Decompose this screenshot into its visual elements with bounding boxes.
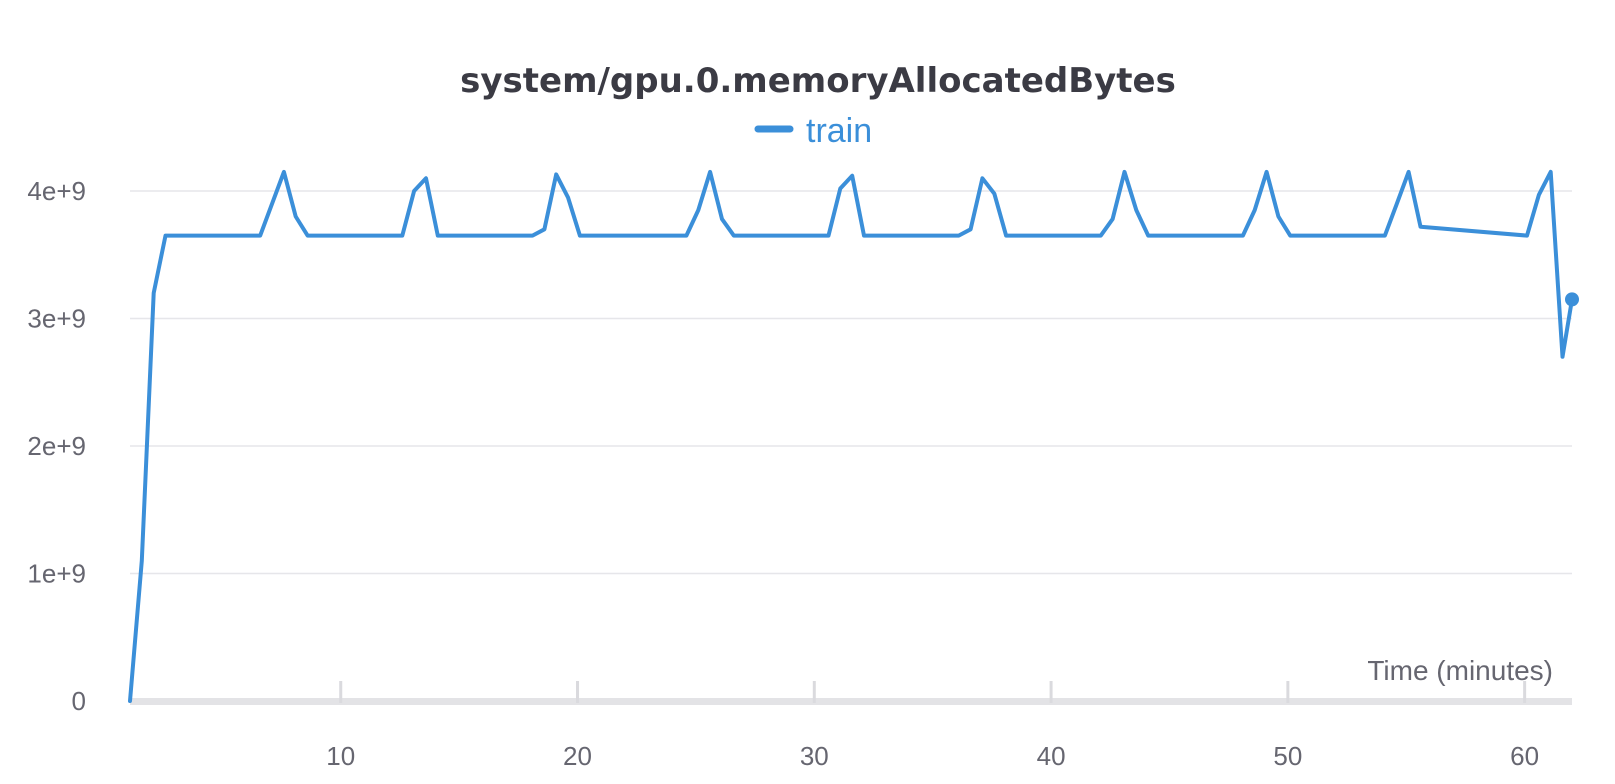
chart-title: system/gpu.0.memoryAllocatedBytes — [460, 61, 1176, 101]
x-tick-label: 60 — [1510, 741, 1539, 771]
plot-area[interactable] — [128, 169, 1579, 703]
series-line-train[interactable] — [128, 169, 1574, 703]
x-tick-label: 40 — [1037, 741, 1066, 771]
y-tick-label: 2e+9 — [27, 431, 86, 461]
x-axis-line — [130, 698, 1572, 705]
x-tick-label: 20 — [563, 741, 592, 771]
y-tick-label: 1e+9 — [27, 559, 86, 589]
series-endpoint-marker[interactable] — [1565, 292, 1579, 307]
x-axis: 10 20 30 40 50 60 — [326, 681, 1539, 771]
y-tick-label: 4e+9 — [27, 176, 86, 206]
y-tick-label: 3e+9 — [27, 304, 86, 334]
y-axis: 0 1e+9 2e+9 3e+9 4e+9 — [27, 176, 86, 716]
y-tick-label: 0 — [72, 686, 86, 716]
legend[interactable]: train — [754, 112, 872, 150]
x-tick-label: 30 — [800, 741, 829, 771]
x-tick-label: 50 — [1273, 741, 1302, 771]
x-axis-label: Time (minutes) — [1367, 655, 1553, 686]
legend-label-train: train — [806, 112, 872, 150]
x-tick-label: 10 — [326, 741, 355, 771]
grid-lines — [130, 190, 1572, 575]
